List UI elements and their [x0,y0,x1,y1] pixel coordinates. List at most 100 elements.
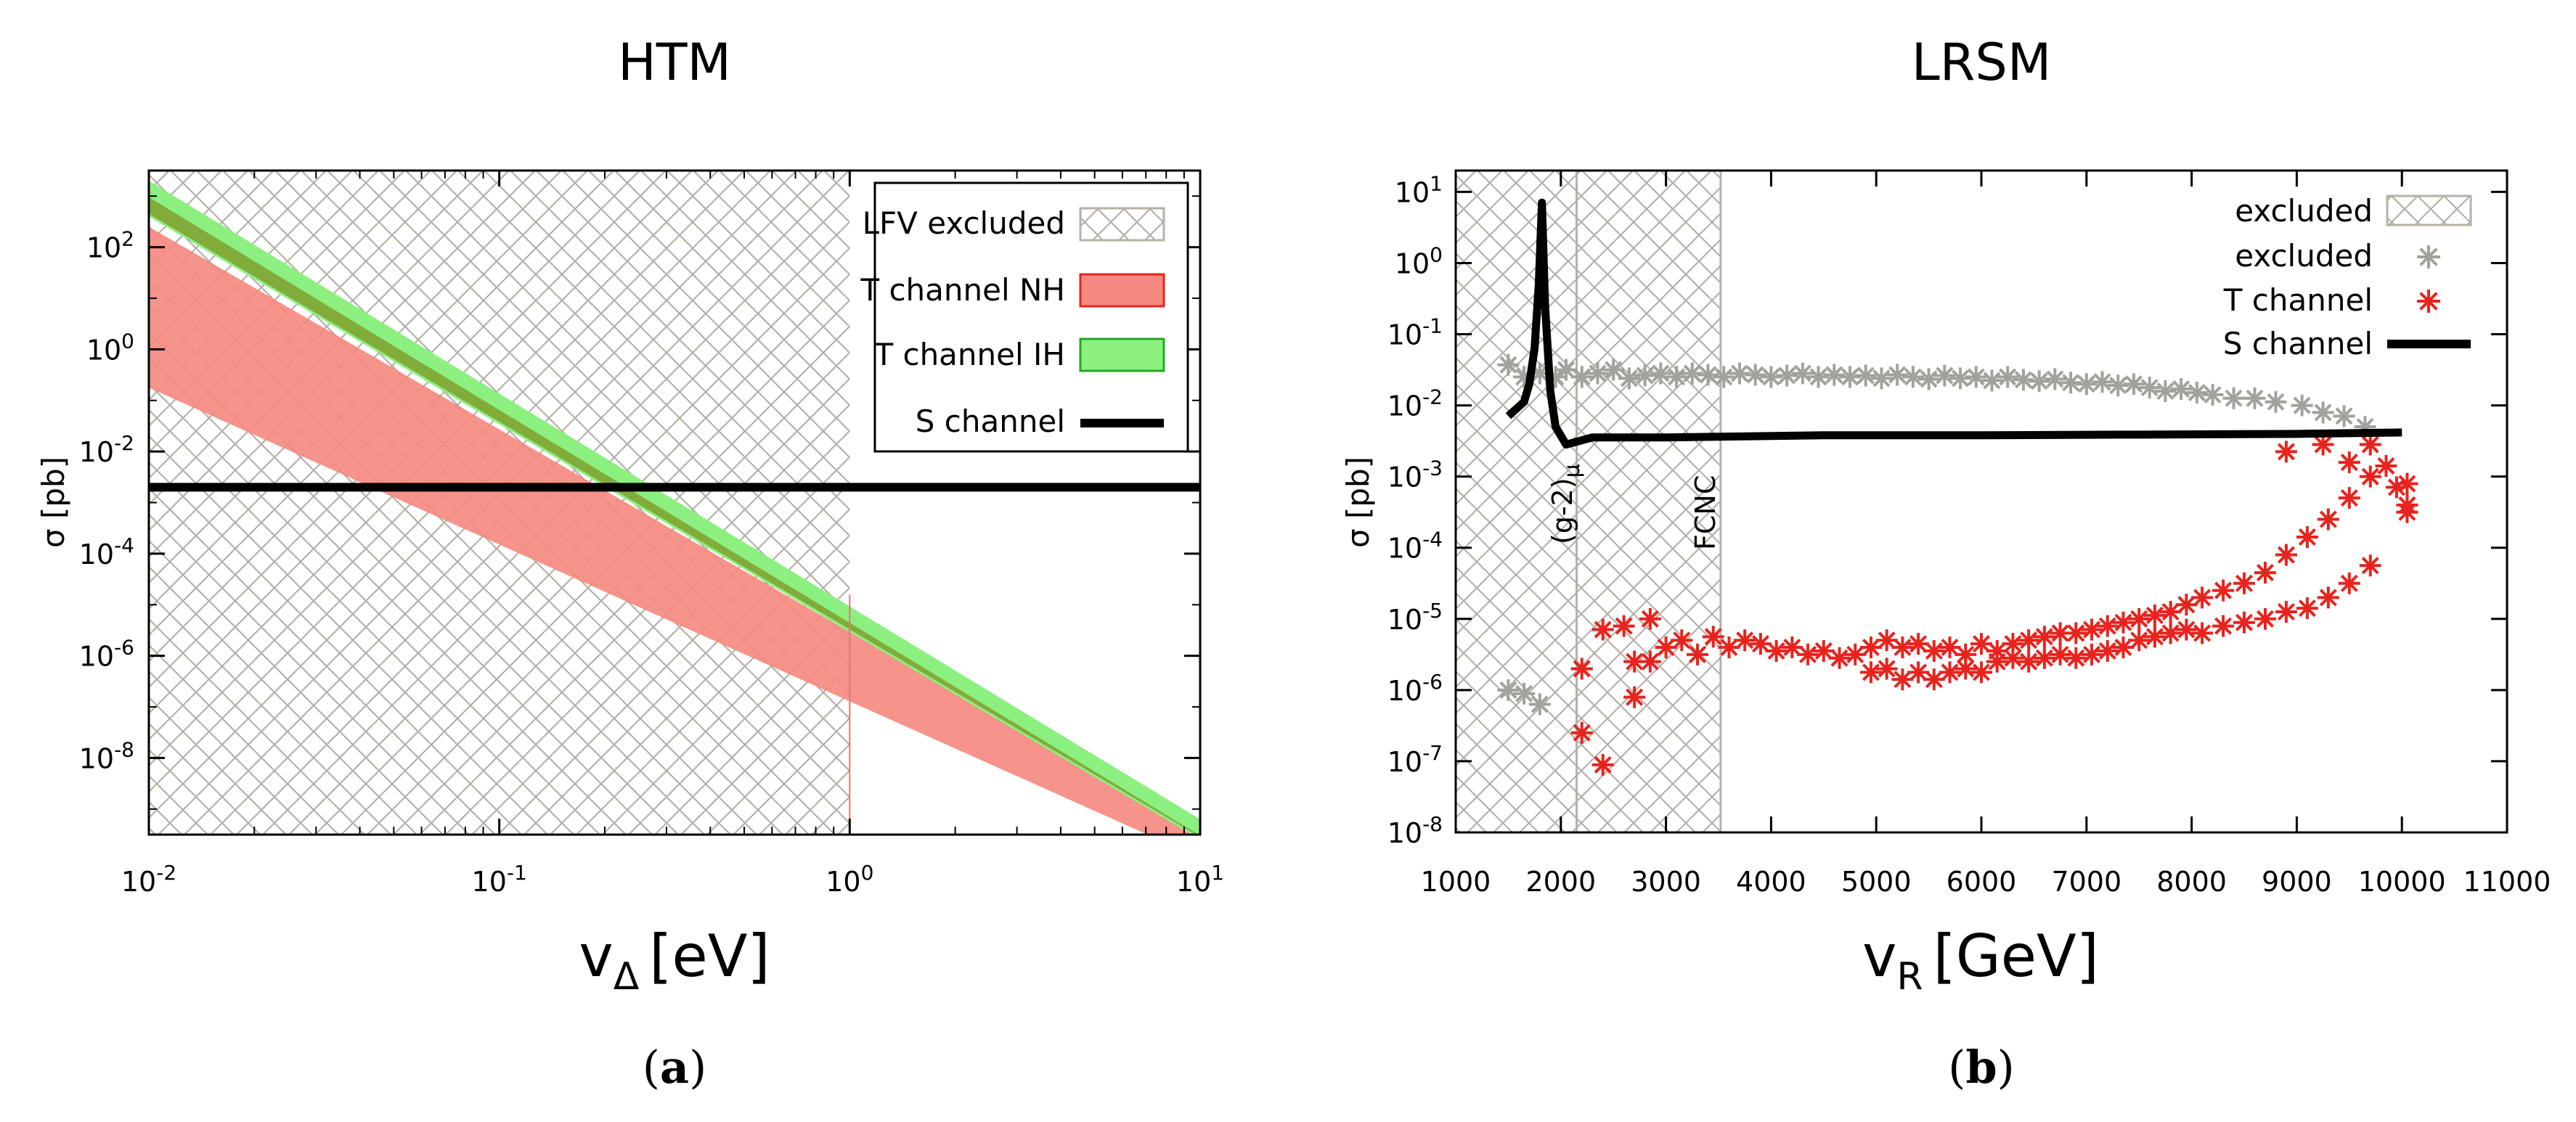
t-channel-point [2081,618,2103,641]
legend-label-s-channel: S channel [2223,326,2373,361]
y-tick-label: 101 [1395,171,1443,208]
t-channel-point [2233,611,2255,634]
x-tick-label: 8000 [2156,866,2227,898]
t-channel-point [2143,626,2166,648]
t-channel-point [2233,572,2255,594]
t-channel-point [1970,661,1992,684]
excluded-point [1697,364,1719,386]
y-tick-label: 10-1 [1387,314,1443,351]
legend-swatch-ih [1079,337,1165,372]
excluded-point [2291,394,2313,417]
y-tick-label: 10-8 [1387,812,1443,849]
t-channel-point [2191,622,2214,644]
t-channel-point [2275,441,2297,463]
chart-a-ylabel: σ [pb] [36,456,71,548]
t-channel-point [1891,636,1914,659]
x-tick-label: 100 [826,861,873,898]
chart-a: HTM 10-2 10-1 100 101 102 100 10-2 10-4 10-6 10-8… [36,33,1224,1094]
excluded-point [1854,364,1877,387]
x-tick-label: 4000 [1736,866,1806,898]
excluded-point [1744,364,1766,386]
t-channel-point [2338,572,2360,594]
legend-star-excluded [2417,245,2440,269]
legend-swatch-lfv [1079,207,1165,242]
t-channel-point [1718,636,1740,659]
t-channel-point [2296,597,2318,620]
excluded-point [1528,693,1551,716]
t-channel-point [2275,601,2297,623]
s-channel-curve [1505,198,2402,449]
excluded-point [1870,367,1893,390]
t-channel-point [1923,668,1945,691]
t-channel-point [2317,586,2339,609]
excluded-point [2201,383,2224,406]
legend-label-t-channel: T channel [2223,282,2373,318]
t-channel-point [1812,639,1835,662]
excluded-point [1823,364,1846,386]
x-tick-label: 6000 [1947,866,2017,898]
excluded-point [1839,366,1861,388]
excluded-point [2044,368,2066,390]
t-channel-point [1591,753,1614,776]
chart-b-title: LRSM [1912,33,2051,92]
excluded-point [2091,371,2114,393]
t-channel-point [1749,633,1772,655]
excluded-point [2012,369,2034,391]
excluded-point [1791,362,1814,385]
chart-b: LRSM 1000 2000 3000 4000 5000 6000 7000 8000 900… [1340,33,2551,1094]
t-channel-point [1765,639,1788,662]
t-channel-point [1859,636,1882,659]
t-channel-point [2049,643,2071,666]
t-channel-point [2002,633,2024,655]
x-tick-label: 1000 [1421,866,1491,898]
x-tick-label: 11000 [2463,866,2551,898]
chart-b-ylabel: σ [pb] [1340,456,1376,548]
excluded-point [1981,369,2003,392]
excluded-point [2333,405,2355,427]
y-tick-label: 10-5 [1387,599,1443,636]
excluded-point [2265,390,2287,413]
t-channel-point [1859,661,1882,684]
excluded-point [2185,381,2208,404]
t-channel-point [2254,607,2276,630]
t-channel-point [1781,636,1803,659]
t-channel-point [1671,629,1693,652]
t-channel-point [2191,586,2214,609]
t-channel-point [2175,594,2198,616]
t-channel-point [2065,622,2087,644]
y-tick-label: 10-8 [79,737,134,774]
t-channel-point [2096,615,2119,637]
t-channel-point [1734,629,1756,652]
legend-label-ih: T channel IH [873,337,1065,372]
t-channel-point [2143,604,2166,626]
t-channel-point [2033,626,2055,648]
y-tick-label: 100 [86,329,134,366]
t-channel-point [2212,579,2235,602]
t-channel-point [2159,601,2182,623]
excluded-point [1807,366,1830,388]
excluded-point [1602,359,1625,381]
t-channel-point [1655,636,1677,659]
t-channel-point [2312,433,2334,456]
t-channel-point [2002,647,2024,669]
t-channel-point [2112,636,2135,659]
y-tick-label: 10-4 [79,533,134,570]
t-channel-point [1570,721,1593,744]
t-channel-point [2296,526,2318,549]
t-channel-overlap-band [149,197,1199,835]
legend-label-excluded-points: excluded [2235,238,2373,274]
excluded-point [2075,373,2098,396]
x-tick-label: 5000 [1841,866,1912,898]
t-channel-point [1623,686,1646,708]
t-channel-point [2128,607,2151,630]
x-tick-label: 101 [1176,861,1224,898]
excluded-point [1618,367,1640,390]
t-channel-point [1939,636,1961,659]
t-channel-point [1875,658,1898,680]
excluded-point [1570,366,1593,388]
t-channel-point [1613,615,1635,637]
t-channel-point [1907,661,1930,684]
t-channel-point [1591,618,1614,641]
chart-b-xlabel: vR [GeV] [1862,922,2099,999]
